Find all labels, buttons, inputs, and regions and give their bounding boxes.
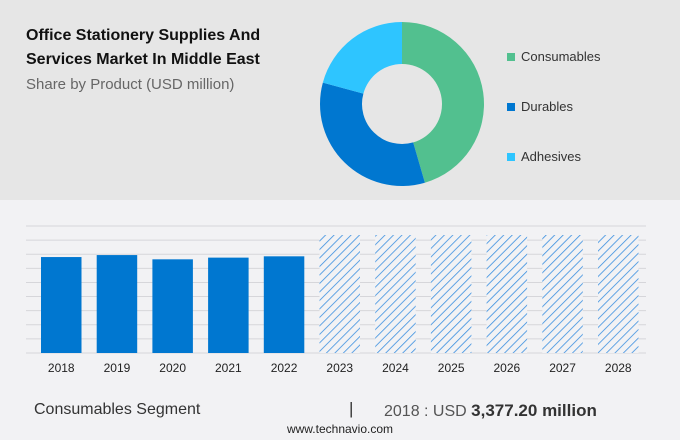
legend-item-durables: Durables <box>507 99 573 114</box>
legend-swatch <box>507 52 515 61</box>
forecast-bar-2026 <box>486 235 528 353</box>
legend-label: Adhesives <box>521 149 581 164</box>
site-link[interactable]: www.technavio.com <box>286 422 394 436</box>
forecast-bar-2024 <box>375 235 416 353</box>
x-tick-label: 2021 <box>215 361 242 375</box>
x-tick-label: 2027 <box>549 361 576 375</box>
forecast-bar-2025 <box>430 235 472 353</box>
x-tick-label: 2023 <box>326 361 353 375</box>
forecast-bar-2027 <box>542 235 583 353</box>
footer-separator: | <box>349 399 354 418</box>
bar-2020 <box>152 259 193 353</box>
bar-2019 <box>96 255 138 353</box>
donut-slice-consumables <box>402 22 484 183</box>
donut-slice-adhesives <box>322 22 402 94</box>
legend-swatch <box>507 102 515 111</box>
x-tick-label: 2024 <box>382 361 409 375</box>
forecast-bar-2023 <box>319 235 360 353</box>
x-tick-label: 2020 <box>159 361 186 375</box>
x-tick-label: 2028 <box>605 361 632 375</box>
legend-item-adhesives: Adhesives <box>507 149 581 164</box>
bar-2022 <box>263 256 305 353</box>
chart-subtitle: Share by Product (USD million) <box>26 76 235 93</box>
year-label: 2018 : USD <box>384 403 467 420</box>
x-tick-label: 2018 <box>48 361 75 375</box>
x-tick-label: 2025 <box>438 361 465 375</box>
legend-item-consumables: Consumables <box>507 49 601 64</box>
bar-2018 <box>41 257 82 353</box>
value-amount: 3,377.20 million <box>471 401 597 420</box>
x-tick-label: 2026 <box>493 361 520 375</box>
x-tick-label: 2022 <box>271 361 298 375</box>
bar-2021 <box>208 257 249 353</box>
legend-swatch <box>507 152 515 161</box>
segment-value: 2018 : USD 3,377.20 million <box>384 401 597 421</box>
donut-chart <box>320 22 484 186</box>
forecast-bar-2028 <box>598 235 639 353</box>
donut-slice-durables <box>320 82 425 186</box>
legend-label: Consumables <box>521 49 601 64</box>
chart-title: Office Stationery Supplies And Services … <box>26 27 261 68</box>
x-tick-label: 2019 <box>104 361 131 375</box>
legend-label: Durables <box>521 99 574 114</box>
segment-label: Consumables Segment <box>34 401 201 418</box>
